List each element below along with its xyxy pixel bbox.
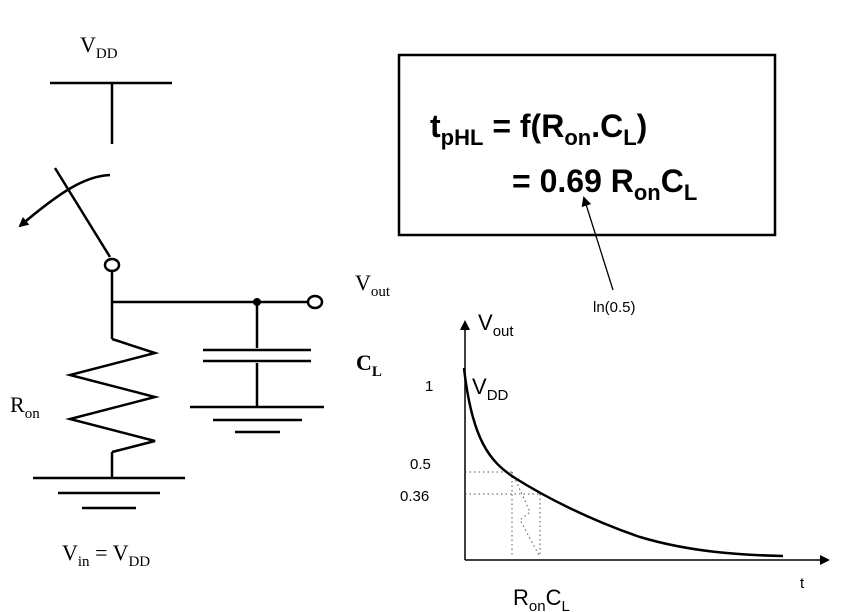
switch [18,167,112,258]
vin-equals-vdd-label: Vin = VDD [62,540,150,570]
cl-label: CL [356,350,382,380]
vdd-label: VDD [80,32,118,62]
curve-label: VDD [472,374,509,404]
y-tick-label: 0.36 [400,488,429,505]
x-axis-label: t [800,575,805,592]
formula-line-2: = 0.69 RonCL [512,163,697,205]
vout-label: Vout [355,270,391,300]
x-marker-label: RonCL [513,585,570,612]
formula-box: tpHL = f(Ron.CL) = 0.69 RonCL ln(0.5) [397,53,777,316]
ground-icon [190,405,324,434]
guide-lines [465,471,541,558]
decay-curve [462,367,784,558]
y-axis-label: Vout [478,310,514,340]
y-tick-label: 0.5 [410,456,431,473]
annotation-arrow-icon [581,196,614,291]
ron-label: Ron [10,392,40,422]
ln-annotation: ln(0.5) [593,299,636,316]
capacitor [203,302,311,407]
output-terminal [306,294,324,310]
formula-line-1: tpHL = f(Ron.CL) [430,108,647,150]
switch-contact-node [103,257,121,273]
switch-arrow-icon [18,173,111,228]
decay-chart: Vout VDD 1 0.5 0.36 t RonCL [400,310,830,612]
y-tick-label: 1 [425,378,433,395]
circuit-schematic: VDD Vout Ron [10,32,391,570]
resistor [65,337,160,454]
ground-icon [33,476,185,510]
